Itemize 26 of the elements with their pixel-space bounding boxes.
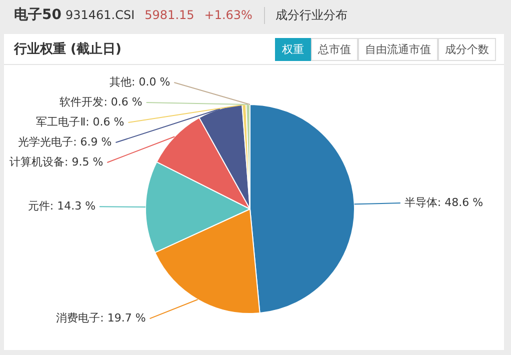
chart-title: 电子50 xyxy=(14,6,62,24)
slice-label: 软件开发 xyxy=(60,95,104,108)
text: +1.63% xyxy=(204,8,252,22)
text: 成分个数 xyxy=(438,38,496,60)
text: 成分行业分布 xyxy=(264,6,348,24)
data-label: : 0.6 % xyxy=(104,95,142,108)
data-label: : 14.3 % xyxy=(50,199,96,212)
text: 权重 xyxy=(275,38,311,60)
slice-label: 消费电子 xyxy=(56,311,100,324)
category-label: 其他 xyxy=(110,75,132,88)
slice-label: 半导体 xyxy=(404,196,438,209)
data-label: : 0.6 % xyxy=(86,115,124,128)
text: : 0.0 % xyxy=(132,75,170,88)
text: 931461.CSI xyxy=(65,8,135,22)
text: 自由流通市值 xyxy=(358,38,438,60)
data-label: : 6.9 % xyxy=(73,135,112,148)
slice-label: 元件 xyxy=(28,199,50,212)
data-label: : 9.5 % xyxy=(64,155,104,168)
data-label: : 19.7 % xyxy=(100,311,146,324)
slice-label: 军工电子Ⅱ xyxy=(36,115,86,128)
text: 总市值 xyxy=(311,38,358,60)
chart-subtitle: 行业权重 (截止日) xyxy=(14,40,122,58)
slice-label: 光学光电子 xyxy=(18,135,74,148)
text: 5981.15 xyxy=(144,8,194,22)
data-label: : 48.6 % xyxy=(437,196,484,209)
slice-label: 计算机设备 xyxy=(10,155,65,168)
